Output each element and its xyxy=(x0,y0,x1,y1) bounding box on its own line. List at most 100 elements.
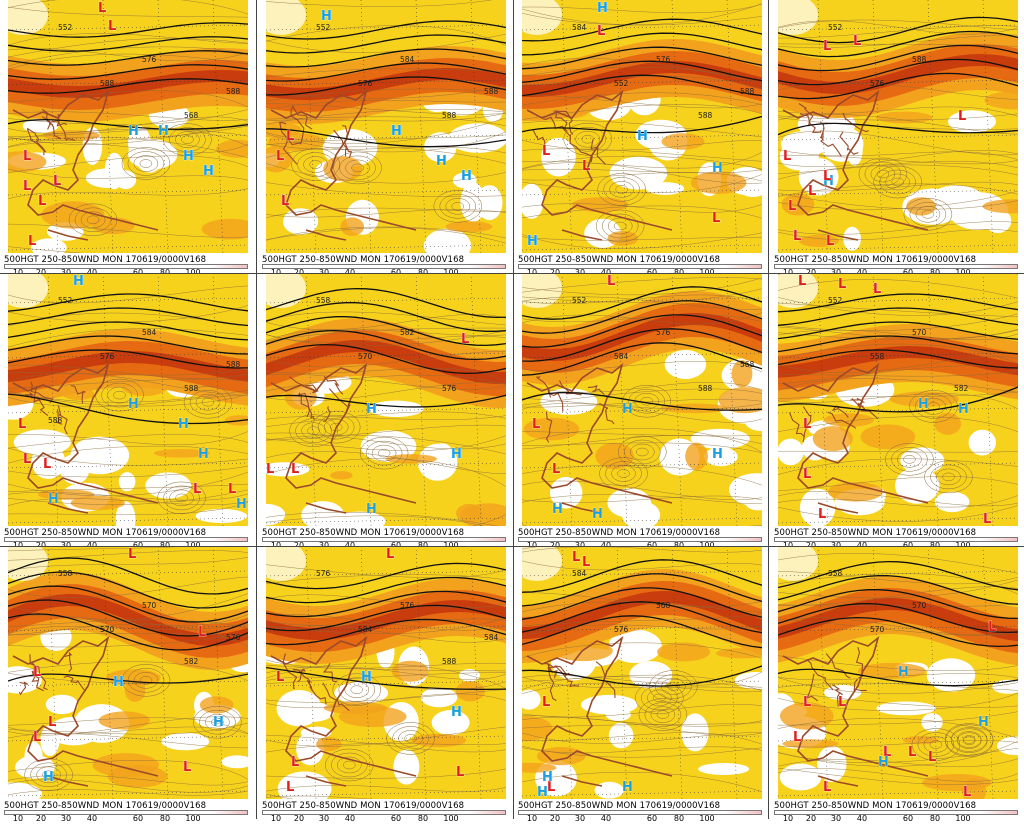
latitude-line xyxy=(778,680,1018,687)
streamline xyxy=(778,505,1018,522)
border-line xyxy=(599,402,615,425)
streamline xyxy=(266,143,506,154)
height-contour xyxy=(778,616,1018,648)
streamline xyxy=(266,435,506,452)
scale-tick-label: 30 xyxy=(61,541,71,550)
panel-caption: 500HGT 250-850WND MON 170619/0000V168 xyxy=(4,801,207,811)
streamline xyxy=(522,312,762,325)
streamline xyxy=(522,3,762,14)
forecast-panel: 552 584 576 588 568 L L H H L H H 500HGT 250-850WND … xyxy=(514,273,770,550)
height-contour xyxy=(8,349,248,369)
coastline xyxy=(782,89,929,241)
streamline xyxy=(778,34,1018,48)
calm-wind-area xyxy=(283,208,319,235)
scale-tick-label: 80 xyxy=(418,541,428,550)
border-line xyxy=(802,406,812,443)
scale-tick-label: 60 xyxy=(133,541,143,550)
streamline xyxy=(266,743,506,753)
latitude-line xyxy=(266,680,506,687)
wind-color-scale xyxy=(774,810,1018,815)
streamline xyxy=(522,277,762,296)
height-contour xyxy=(522,74,762,97)
low-pressure-symbol: L xyxy=(788,199,796,214)
contour-label: 576 xyxy=(316,569,331,578)
contour-label: 582 xyxy=(954,384,969,393)
low-pressure-symbol: L xyxy=(798,274,806,289)
panel-caption: 500HGT 250-850WND MON 170619/0000V168 xyxy=(262,801,465,811)
contour-label: 584 xyxy=(358,625,373,634)
streamline xyxy=(8,622,248,635)
streamline xyxy=(8,633,248,638)
latitude-line xyxy=(266,517,506,524)
streamline xyxy=(778,416,1018,433)
low-pressure-symbol: L xyxy=(266,462,274,477)
low-pressure-symbol: L xyxy=(853,34,861,49)
height-contour xyxy=(266,62,506,82)
calm-wind-area xyxy=(296,732,325,766)
contour-label: 588 xyxy=(184,384,199,393)
wind-speed-area xyxy=(536,747,586,766)
height-contour xyxy=(778,44,1018,72)
height-contour xyxy=(266,329,506,361)
high-pressure-symbol: H xyxy=(451,705,462,720)
height-contour xyxy=(522,60,762,83)
border-line xyxy=(853,678,867,692)
scale-tick-label: 30 xyxy=(831,541,841,550)
streamline xyxy=(266,672,506,684)
border-line xyxy=(323,406,331,423)
streamline xyxy=(522,592,762,608)
wind-speed-area xyxy=(340,217,364,236)
streamline xyxy=(522,58,762,81)
height-contour xyxy=(522,559,762,593)
calm-wind-area xyxy=(8,782,42,799)
streamline xyxy=(266,117,506,144)
wind-speed-area xyxy=(330,471,353,480)
scale-tick-label: 40 xyxy=(87,268,97,277)
low-pressure-symbol: L xyxy=(803,467,811,482)
streamline xyxy=(266,162,506,184)
streamline xyxy=(266,68,506,78)
latitude-line xyxy=(266,790,506,797)
streamline xyxy=(522,771,762,793)
latitude-line xyxy=(522,79,762,86)
scale-tick-label: 30 xyxy=(319,268,329,277)
jet-stream-band xyxy=(266,340,506,384)
streamline xyxy=(266,515,485,526)
contour-label: 552 xyxy=(572,296,587,305)
forecast-panel: 558 570 570 582 576 L L L H L L H H L 500HGT 250-850WN… xyxy=(0,546,256,823)
low-pressure-symbol: L xyxy=(712,211,720,226)
streamline xyxy=(266,785,506,792)
scale-tick-label: 20 xyxy=(550,268,560,277)
contour-label: 588 xyxy=(698,384,713,393)
height-contour xyxy=(266,590,506,618)
height-contour xyxy=(522,286,762,320)
wind-speed-area xyxy=(412,733,467,748)
border-line xyxy=(553,110,574,135)
calm-wind-area xyxy=(876,701,936,716)
latitude-line xyxy=(522,407,762,414)
streamline xyxy=(778,768,1018,782)
scale-tick-label: 60 xyxy=(133,268,143,277)
coastline xyxy=(270,362,417,514)
latitude-line xyxy=(522,735,762,742)
streamline xyxy=(8,368,248,376)
low-pressure-symbol: L xyxy=(23,149,31,164)
height-contour xyxy=(522,314,762,348)
streamline xyxy=(522,676,762,690)
wind-speed-area xyxy=(685,442,708,470)
height-contour xyxy=(778,72,1018,100)
low-pressure-symbol: L xyxy=(532,417,540,432)
streamline xyxy=(266,131,506,153)
border-line xyxy=(291,105,313,130)
streamline xyxy=(778,130,1018,156)
border-line xyxy=(33,385,49,417)
latitude-line xyxy=(778,244,1018,251)
jet-stream-band xyxy=(8,351,248,383)
jet-stream-band xyxy=(778,346,1018,378)
scale-tick-label: 60 xyxy=(903,541,913,550)
calm-wind-area xyxy=(817,745,847,783)
calm-wind-area xyxy=(921,713,943,732)
latitude-line xyxy=(8,570,248,577)
wind-speed-area xyxy=(607,231,639,246)
contour-label: 570 xyxy=(100,625,115,634)
